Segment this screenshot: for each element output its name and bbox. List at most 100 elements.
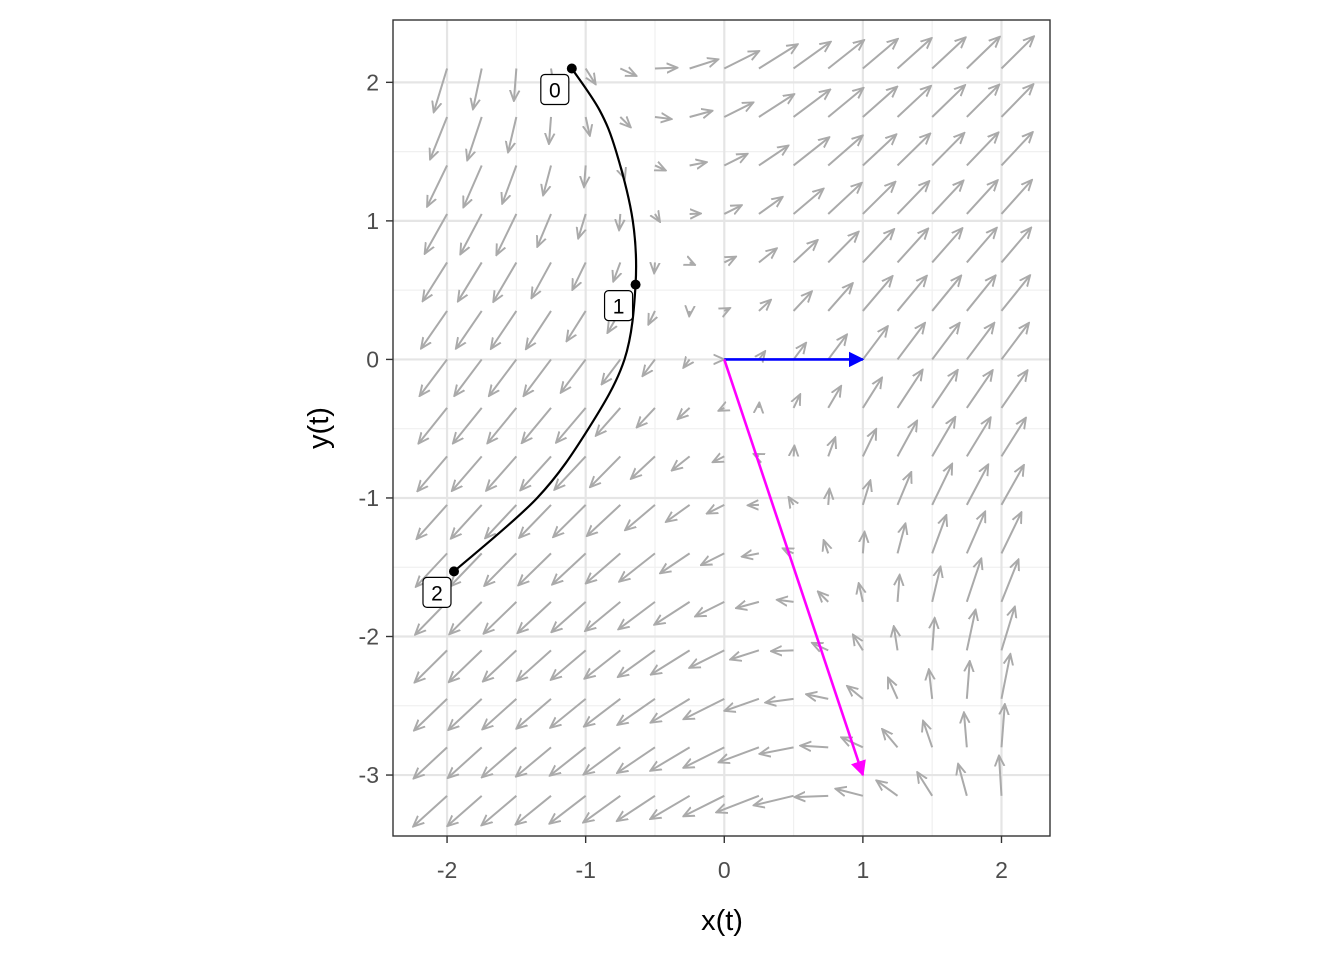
field-arrow bbox=[684, 697, 725, 719]
field-arrow bbox=[514, 68, 516, 100]
field-arrow bbox=[463, 165, 483, 207]
field-arrow bbox=[1000, 465, 1023, 506]
field-arrow bbox=[896, 276, 927, 312]
field-arrow bbox=[724, 308, 730, 311]
field-arrow bbox=[482, 746, 518, 777]
field-arrow bbox=[448, 698, 483, 730]
field-arrow bbox=[519, 504, 552, 538]
field-arrow bbox=[795, 796, 829, 797]
field-arrow bbox=[549, 116, 551, 144]
field-arrow bbox=[689, 649, 725, 667]
field-arrow bbox=[792, 90, 831, 118]
field-arrow bbox=[758, 94, 794, 118]
field-arrow bbox=[423, 261, 448, 301]
field-arrow bbox=[862, 87, 897, 118]
field-arrow bbox=[417, 504, 448, 539]
field-arrow bbox=[460, 213, 483, 254]
vector-arrow bbox=[723, 359, 866, 777]
field-arrow bbox=[493, 261, 518, 301]
field-arrow bbox=[719, 746, 760, 762]
field-arrow bbox=[758, 44, 798, 70]
field-arrow bbox=[484, 552, 518, 586]
field-arrow bbox=[617, 794, 656, 821]
x-tick-label: -1 bbox=[575, 857, 595, 883]
field-arrow bbox=[967, 661, 970, 699]
field-arrow bbox=[617, 698, 656, 725]
field-arrow bbox=[1000, 323, 1028, 361]
field-arrow bbox=[758, 300, 771, 312]
field-arrow bbox=[862, 229, 894, 264]
field-arrow bbox=[794, 394, 801, 409]
field-arrow bbox=[683, 746, 725, 767]
field-arrow bbox=[723, 154, 747, 167]
field-arrow bbox=[586, 116, 590, 136]
field-arrow bbox=[508, 116, 518, 152]
field-arrow bbox=[451, 504, 483, 539]
field-arrow bbox=[966, 370, 993, 409]
field-arrow bbox=[586, 552, 621, 583]
x-tick-label: -2 bbox=[437, 857, 457, 883]
field-arrow bbox=[537, 213, 552, 247]
field-arrow bbox=[413, 795, 448, 827]
field-arrow bbox=[827, 40, 864, 70]
field-arrow bbox=[723, 102, 753, 118]
field-arrow bbox=[835, 789, 864, 796]
field-arrow bbox=[481, 795, 518, 826]
field-arrow bbox=[929, 669, 932, 699]
field-arrow bbox=[723, 205, 741, 214]
field-arrow bbox=[931, 417, 955, 457]
field-arrow bbox=[619, 552, 656, 581]
field-arrow bbox=[896, 323, 925, 361]
field-arrow bbox=[654, 68, 677, 69]
field-arrow bbox=[485, 504, 518, 538]
field-arrow bbox=[654, 117, 672, 119]
field-arrow bbox=[707, 505, 725, 514]
field-arrow bbox=[648, 310, 655, 325]
field-arrow bbox=[1000, 132, 1032, 167]
field-arrow bbox=[551, 601, 587, 632]
field-arrow bbox=[966, 180, 998, 215]
field-arrow bbox=[458, 261, 483, 301]
field-arrow bbox=[713, 456, 725, 462]
field-arrow bbox=[517, 649, 552, 680]
field-arrow bbox=[515, 795, 552, 825]
field-arrow bbox=[896, 421, 918, 457]
field-arrow bbox=[415, 649, 448, 682]
field-arrow bbox=[516, 698, 552, 729]
field-arrow bbox=[724, 697, 760, 711]
field-arrow bbox=[554, 455, 587, 489]
field-arrow bbox=[1000, 370, 1027, 409]
x-tick-label: 1 bbox=[856, 857, 869, 883]
field-arrow bbox=[655, 214, 660, 222]
field-arrow bbox=[931, 515, 946, 554]
field-arrow bbox=[966, 132, 999, 167]
label-box bbox=[603, 290, 634, 322]
field-arrow bbox=[418, 407, 448, 444]
field-arrow bbox=[456, 310, 483, 349]
field-arrow bbox=[550, 746, 587, 775]
field-arrow bbox=[416, 552, 448, 586]
field-arrow bbox=[792, 240, 818, 264]
field-arrow bbox=[862, 326, 888, 361]
field-arrow bbox=[723, 51, 759, 70]
field-arrow bbox=[931, 181, 963, 215]
y-tick-label: 2 bbox=[366, 69, 379, 95]
field-arrow bbox=[958, 764, 968, 797]
field-arrow bbox=[965, 511, 985, 554]
field-arrow bbox=[567, 310, 587, 341]
field-arrow bbox=[792, 343, 806, 361]
field-arrow bbox=[552, 552, 587, 584]
label-box bbox=[540, 73, 570, 106]
field-arrow bbox=[518, 601, 552, 633]
field-arrow bbox=[596, 407, 622, 436]
field-arrow bbox=[584, 746, 621, 774]
field-arrow bbox=[827, 283, 853, 312]
field-arrow bbox=[792, 42, 831, 70]
field-arrow bbox=[931, 37, 965, 70]
field-arrow bbox=[484, 601, 518, 634]
field-arrow bbox=[449, 649, 483, 682]
field-arrow bbox=[896, 134, 931, 167]
field-arrow bbox=[683, 794, 725, 816]
field-arrow bbox=[923, 721, 934, 748]
field-arrow bbox=[1000, 180, 1032, 215]
